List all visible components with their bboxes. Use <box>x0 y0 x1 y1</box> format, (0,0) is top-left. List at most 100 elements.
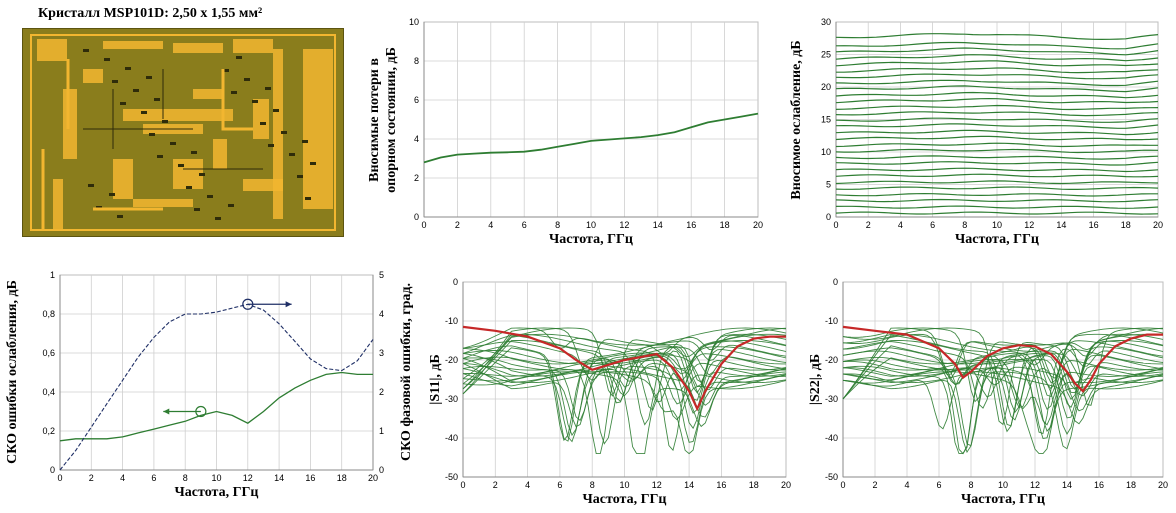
x-tick-label: 18 <box>337 473 347 483</box>
x-tick-label: 8 <box>555 220 560 230</box>
chip-element <box>297 175 303 178</box>
chip-element <box>178 164 184 167</box>
chip-metal-pad <box>213 139 227 169</box>
state-line <box>835 155 1159 160</box>
state-line <box>835 123 1159 129</box>
x-tick-label: 20 <box>1158 480 1168 490</box>
x-tick-label: 0 <box>833 220 838 230</box>
y-tick-label: 0,6 <box>42 348 55 358</box>
chip-element <box>170 142 176 145</box>
chart-s11: 0 2 4 6 8 10 12 14 16 18 20 0 -10 -20 -30 -40 -50 Частота… <box>428 277 791 507</box>
family-line <box>842 327 1164 426</box>
chart-attenuation: 0 2 4 6 8 10 12 14 16 18 20 0 5 10 15 20 25 30 Частота, ГГ… <box>789 17 1163 247</box>
x-tick-label: 12 <box>1024 220 1034 230</box>
x-tick-label: 20 <box>1153 220 1163 230</box>
chip-element <box>215 217 221 220</box>
state-line <box>835 97 1159 104</box>
chip-trace <box>41 59 253 229</box>
state-line <box>835 180 1159 185</box>
chip-element <box>133 89 139 92</box>
x-tick-label: 4 <box>904 480 909 490</box>
x-tick-label: 18 <box>1126 480 1136 490</box>
chip-element <box>265 87 271 90</box>
state-line <box>835 161 1159 166</box>
x-tick-label: 4 <box>120 473 125 483</box>
family-line <box>842 348 1163 414</box>
chip-element <box>154 98 160 101</box>
x-tick-label: 10 <box>992 220 1002 230</box>
chip-element <box>260 122 266 125</box>
x-tick-label: 20 <box>753 220 763 230</box>
family-line <box>842 340 1164 400</box>
chip-element <box>207 195 213 198</box>
y2-tick-label: 2 <box>379 387 384 397</box>
chip-element <box>141 111 147 114</box>
state-line <box>835 129 1159 136</box>
state-line <box>836 67 1159 74</box>
y-tick-label: -10 <box>445 316 458 326</box>
chip-element <box>305 197 311 200</box>
state-line <box>835 198 1159 203</box>
x-tick-label: 8 <box>590 480 595 490</box>
x-tick-label: 4 <box>525 480 530 490</box>
chip-element <box>186 186 192 189</box>
chip-metal-pad <box>173 43 223 53</box>
y-tick-label: 0,8 <box>42 309 55 319</box>
state-line <box>835 135 1159 141</box>
x-tick-label: 14 <box>653 220 663 230</box>
family-line <box>462 347 787 397</box>
state-line <box>835 173 1159 178</box>
chip-metal-pad <box>253 99 269 139</box>
x-axis-label: Частота, ГГц <box>175 485 259 500</box>
x-tick-label: 10 <box>998 480 1008 490</box>
x-tick-label: 10 <box>211 473 221 483</box>
chip-photo <box>22 28 344 237</box>
x-tick-label: 6 <box>522 220 527 230</box>
x-tick-label: 16 <box>1089 220 1099 230</box>
chip-element <box>289 153 295 156</box>
chip-metal-pad <box>233 39 273 53</box>
y-axis-label-line1: Вносимые потери в <box>367 58 382 182</box>
y-tick-label: 20 <box>821 82 831 92</box>
x-tick-label: 12 <box>652 480 662 490</box>
chip-metal-pad <box>53 179 63 229</box>
x-tick-label: 10 <box>586 220 596 230</box>
x-tick-label: 12 <box>243 473 253 483</box>
y-tick-label: 10 <box>409 17 419 27</box>
chip-element <box>191 151 197 154</box>
x-tick-label: 2 <box>455 220 460 230</box>
chip-element <box>302 140 308 143</box>
family-line <box>842 346 1164 400</box>
y-tick-label: 10 <box>821 147 831 157</box>
chip-element <box>252 100 258 103</box>
chip-element <box>112 80 118 83</box>
family-line <box>842 367 1164 435</box>
y-axis-label: Вносимое ослабление, дБ <box>789 40 804 199</box>
y-tick-label: -40 <box>825 433 838 443</box>
y-tick-label: 0 <box>833 277 838 287</box>
chip-element <box>199 173 205 176</box>
state-line <box>835 60 1159 67</box>
y-tick-label: -10 <box>825 316 838 326</box>
state-line <box>835 54 1159 62</box>
y-axis-label: |S11|, дБ <box>428 354 443 405</box>
y-axis-label-left: СКО ошибки ослабления, дБ <box>5 280 20 464</box>
y2-tick-label: 1 <box>379 426 384 436</box>
state-line <box>835 192 1158 197</box>
y-tick-label: 30 <box>821 17 831 27</box>
y-tick-label: 0 <box>414 212 419 222</box>
x-tick-label: 6 <box>930 220 935 230</box>
family-line <box>462 327 787 354</box>
x-tick-label: 16 <box>305 473 315 483</box>
chip-title: Кристалл MSP101D: 2,50 x 1,55 мм² <box>38 6 263 21</box>
family-line <box>462 327 787 390</box>
family-line <box>462 357 787 405</box>
chip-metal-pad <box>103 41 163 49</box>
x-tick-label: 2 <box>866 220 871 230</box>
x-tick-label: 8 <box>968 480 973 490</box>
chip-element <box>88 184 94 187</box>
family-line <box>462 371 787 455</box>
chart-rms-error: 0 2 4 6 8 10 12 14 16 18 2000,20,40,60,81Частота, … <box>5 270 414 500</box>
y-tick-label: 15 <box>821 115 831 125</box>
